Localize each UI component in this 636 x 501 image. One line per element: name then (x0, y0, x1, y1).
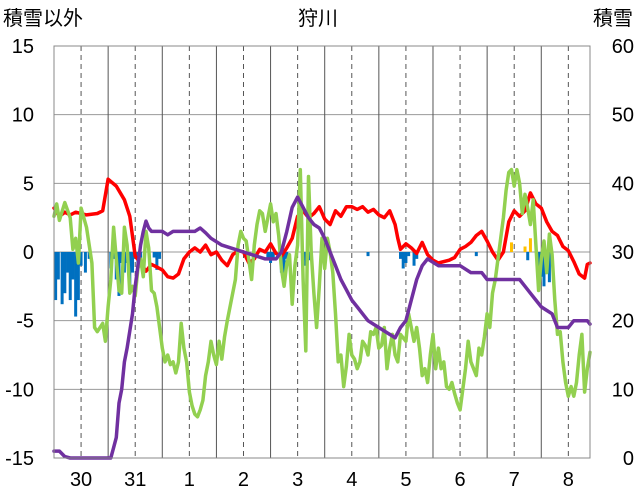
chart-title: 狩川 (298, 7, 338, 30)
plot-area-border (53, 45, 591, 459)
bar (523, 246, 527, 252)
bar (547, 252, 551, 283)
x-tick-label: 30 (70, 469, 92, 491)
bar (528, 238, 532, 252)
bar (54, 252, 58, 301)
x-tick-label: 1 (184, 469, 195, 491)
bar (158, 252, 162, 259)
bar (63, 252, 67, 294)
y-tick-label-left: -5 (16, 311, 34, 333)
left-axis-label: 積雪以外 (3, 7, 83, 30)
x-tick-label: 31 (124, 469, 146, 491)
bar (509, 242, 513, 252)
bar (71, 252, 75, 280)
bar (404, 252, 408, 263)
bar (407, 252, 411, 257)
bar (401, 252, 405, 269)
bar (131, 252, 135, 273)
bar (76, 252, 80, 301)
y-tick-label-left: 5 (23, 173, 34, 195)
bar (526, 252, 530, 261)
x-tick-label: 7 (509, 469, 520, 491)
bar (285, 252, 289, 259)
y-tick-label-right: 20 (612, 311, 634, 333)
line-series (52, 167, 592, 460)
y-tick-label-right: 10 (612, 379, 634, 401)
y-tick-label-left: 15 (12, 36, 34, 58)
bar (60, 252, 64, 305)
bar (68, 252, 72, 301)
bar (83, 252, 87, 273)
bar (366, 252, 370, 257)
series-line (52, 167, 592, 419)
right-axis-label: 積雪 (593, 7, 633, 30)
y-tick-label-right: 0 (623, 448, 634, 470)
x-tick-label: 3 (292, 469, 303, 491)
x-tick-label: 4 (346, 469, 357, 491)
series-line (52, 195, 592, 460)
bar (66, 252, 70, 273)
bar (542, 252, 546, 287)
x-tick-label: 6 (454, 469, 465, 491)
bar (266, 252, 270, 258)
bar (537, 252, 541, 269)
tick-labels: -15 -10 -5 0 5 10 15 0 10 20 30 40 50 60 30 31 1 2 3 4 5 6 7 8 (5, 36, 634, 491)
y-tick-label-left: 0 (23, 242, 34, 264)
bar (282, 252, 286, 280)
x-tick-label: 5 (400, 469, 411, 491)
bar (74, 252, 78, 317)
y-tick-label-right: 30 (612, 242, 634, 264)
bar (155, 252, 159, 270)
bar (474, 252, 478, 257)
x-tick-label: 8 (563, 469, 574, 491)
bar (271, 252, 275, 258)
y-tick-label-left: -15 (5, 448, 34, 470)
bar (412, 252, 416, 266)
bar (399, 252, 403, 259)
y-tick-label-left: -10 (5, 379, 34, 401)
y-tick-label-right: 40 (612, 173, 634, 195)
y-tick-label-left: 10 (12, 105, 34, 127)
y-tick-label-right: 60 (612, 36, 634, 58)
bar (79, 252, 83, 266)
bar (56, 252, 60, 280)
bar (152, 252, 156, 258)
x-tick-label: 2 (238, 469, 249, 491)
y-tick-label-right: 50 (612, 105, 634, 127)
bar (415, 252, 419, 259)
series-line (52, 177, 592, 280)
